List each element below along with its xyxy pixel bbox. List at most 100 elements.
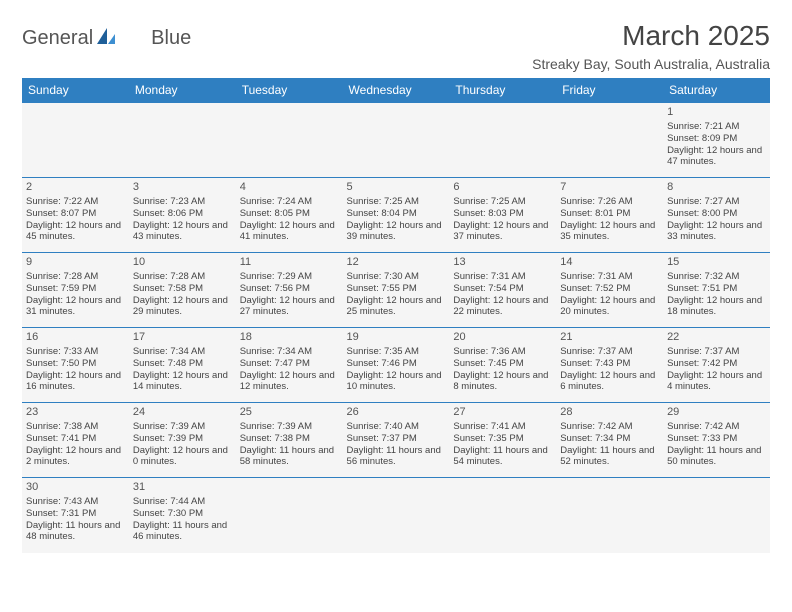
day-number: 9 [26, 256, 125, 270]
day-header: Wednesday [343, 78, 450, 103]
sunrise-text: Sunrise: 7:34 AM [240, 346, 339, 358]
day-cell: 14Sunrise: 7:31 AMSunset: 7:52 PMDayligh… [556, 253, 663, 328]
day-number: 22 [667, 331, 766, 345]
sunset-text: Sunset: 8:01 PM [560, 208, 659, 220]
day-number: 29 [667, 406, 766, 420]
sunset-text: Sunset: 8:04 PM [347, 208, 446, 220]
day-cell: 6Sunrise: 7:25 AMSunset: 8:03 PMDaylight… [449, 178, 556, 253]
day-cell: 30Sunrise: 7:43 AMSunset: 7:31 PMDayligh… [22, 478, 129, 553]
day-cell: 31Sunrise: 7:44 AMSunset: 7:30 PMDayligh… [129, 478, 236, 553]
sunrise-text: Sunrise: 7:25 AM [453, 196, 552, 208]
daylight-text: Daylight: 12 hours and 20 minutes. [560, 295, 659, 319]
sunrise-text: Sunrise: 7:23 AM [133, 196, 232, 208]
sunrise-text: Sunrise: 7:43 AM [26, 496, 125, 508]
day-number: 28 [560, 406, 659, 420]
page-header: General Blue March 2025 Streaky Bay, Sou… [22, 20, 770, 72]
sunset-text: Sunset: 7:55 PM [347, 283, 446, 295]
sunset-text: Sunset: 7:51 PM [667, 283, 766, 295]
day-cell: 22Sunrise: 7:37 AMSunset: 7:42 PMDayligh… [663, 328, 770, 403]
day-number: 20 [453, 331, 552, 345]
day-cell [22, 103, 129, 178]
daylight-text: Daylight: 12 hours and 0 minutes. [133, 445, 232, 469]
sunset-text: Sunset: 7:46 PM [347, 358, 446, 370]
day-number: 4 [240, 181, 339, 195]
day-number: 3 [133, 181, 232, 195]
day-number: 27 [453, 406, 552, 420]
day-cell [556, 478, 663, 553]
daylight-text: Daylight: 12 hours and 39 minutes. [347, 220, 446, 244]
sunset-text: Sunset: 7:52 PM [560, 283, 659, 295]
day-cell: 19Sunrise: 7:35 AMSunset: 7:46 PMDayligh… [343, 328, 450, 403]
sunrise-text: Sunrise: 7:42 AM [667, 421, 766, 433]
day-number: 15 [667, 256, 766, 270]
daylight-text: Daylight: 12 hours and 31 minutes. [26, 295, 125, 319]
sunrise-text: Sunrise: 7:24 AM [240, 196, 339, 208]
daylight-text: Daylight: 12 hours and 2 minutes. [26, 445, 125, 469]
day-number: 21 [560, 331, 659, 345]
brand-name-a: General [22, 27, 93, 50]
day-cell: 11Sunrise: 7:29 AMSunset: 7:56 PMDayligh… [236, 253, 343, 328]
day-cell [343, 103, 450, 178]
day-cell: 7Sunrise: 7:26 AMSunset: 8:01 PMDaylight… [556, 178, 663, 253]
day-number: 26 [347, 406, 446, 420]
daylight-text: Daylight: 12 hours and 45 minutes. [26, 220, 125, 244]
sunset-text: Sunset: 7:41 PM [26, 433, 125, 445]
week-row: 1Sunrise: 7:21 AMSunset: 8:09 PMDaylight… [22, 103, 770, 178]
daylight-text: Daylight: 12 hours and 47 minutes. [667, 145, 766, 169]
day-cell [129, 103, 236, 178]
day-number: 8 [667, 181, 766, 195]
sunrise-text: Sunrise: 7:30 AM [347, 271, 446, 283]
daylight-text: Daylight: 11 hours and 56 minutes. [347, 445, 446, 469]
day-number: 23 [26, 406, 125, 420]
brand-name-b: Blue [151, 27, 191, 50]
location-subtitle: Streaky Bay, South Australia, Australia [532, 56, 770, 72]
day-header: Sunday [22, 78, 129, 103]
day-number: 18 [240, 331, 339, 345]
sunrise-text: Sunrise: 7:33 AM [26, 346, 125, 358]
sunset-text: Sunset: 7:30 PM [133, 508, 232, 520]
day-number: 1 [667, 106, 766, 120]
day-number: 16 [26, 331, 125, 345]
daylight-text: Daylight: 12 hours and 4 minutes. [667, 370, 766, 394]
day-cell: 17Sunrise: 7:34 AMSunset: 7:48 PMDayligh… [129, 328, 236, 403]
day-number: 24 [133, 406, 232, 420]
sunset-text: Sunset: 7:48 PM [133, 358, 232, 370]
sunrise-text: Sunrise: 7:28 AM [26, 271, 125, 283]
day-header: Thursday [449, 78, 556, 103]
daylight-text: Daylight: 12 hours and 8 minutes. [453, 370, 552, 394]
day-cell: 13Sunrise: 7:31 AMSunset: 7:54 PMDayligh… [449, 253, 556, 328]
sunset-text: Sunset: 8:03 PM [453, 208, 552, 220]
day-cell [556, 103, 663, 178]
daylight-text: Daylight: 11 hours and 58 minutes. [240, 445, 339, 469]
day-cell: 18Sunrise: 7:34 AMSunset: 7:47 PMDayligh… [236, 328, 343, 403]
sunset-text: Sunset: 7:31 PM [26, 508, 125, 520]
sunrise-text: Sunrise: 7:38 AM [26, 421, 125, 433]
day-cell: 27Sunrise: 7:41 AMSunset: 7:35 PMDayligh… [449, 403, 556, 478]
calendar-body: 1Sunrise: 7:21 AMSunset: 8:09 PMDaylight… [22, 103, 770, 553]
daylight-text: Daylight: 11 hours and 48 minutes. [26, 520, 125, 544]
sunrise-text: Sunrise: 7:35 AM [347, 346, 446, 358]
sunset-text: Sunset: 7:50 PM [26, 358, 125, 370]
day-cell [663, 478, 770, 553]
sunrise-text: Sunrise: 7:39 AM [133, 421, 232, 433]
day-cell: 9Sunrise: 7:28 AMSunset: 7:59 PMDaylight… [22, 253, 129, 328]
sunrise-text: Sunrise: 7:28 AM [133, 271, 232, 283]
month-title: March 2025 [532, 20, 770, 52]
sunrise-text: Sunrise: 7:27 AM [667, 196, 766, 208]
day-number: 30 [26, 481, 125, 495]
sunrise-text: Sunrise: 7:34 AM [133, 346, 232, 358]
daylight-text: Daylight: 12 hours and 12 minutes. [240, 370, 339, 394]
day-header: Tuesday [236, 78, 343, 103]
daylight-text: Daylight: 12 hours and 35 minutes. [560, 220, 659, 244]
sunrise-text: Sunrise: 7:32 AM [667, 271, 766, 283]
day-cell: 26Sunrise: 7:40 AMSunset: 7:37 PMDayligh… [343, 403, 450, 478]
daylight-text: Daylight: 12 hours and 6 minutes. [560, 370, 659, 394]
daylight-text: Daylight: 11 hours and 46 minutes. [133, 520, 232, 544]
day-cell: 21Sunrise: 7:37 AMSunset: 7:43 PMDayligh… [556, 328, 663, 403]
week-row: 9Sunrise: 7:28 AMSunset: 7:59 PMDaylight… [22, 253, 770, 328]
day-number: 13 [453, 256, 552, 270]
day-number: 11 [240, 256, 339, 270]
day-cell: 29Sunrise: 7:42 AMSunset: 7:33 PMDayligh… [663, 403, 770, 478]
daylight-text: Daylight: 12 hours and 27 minutes. [240, 295, 339, 319]
day-cell: 5Sunrise: 7:25 AMSunset: 8:04 PMDaylight… [343, 178, 450, 253]
